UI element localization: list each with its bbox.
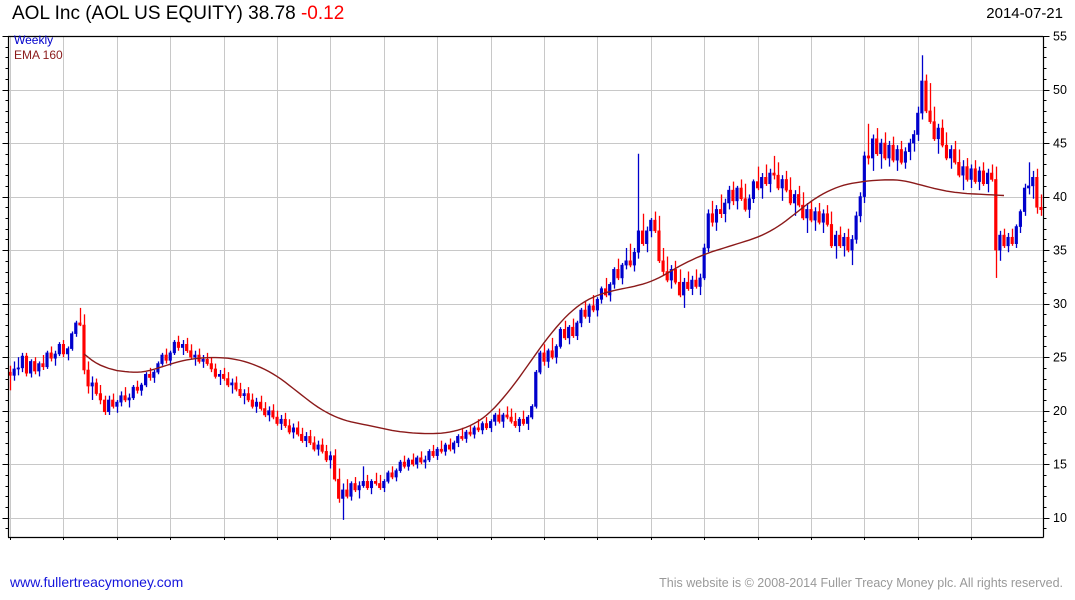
site-url[interactable]: www.fullertreacymoney.com <box>10 574 184 590</box>
instrument-name: AOL Inc (AOL US EQUITY) <box>12 3 243 24</box>
y-axis-tick-label: 10 <box>1053 511 1067 525</box>
y-axis-tick-label: 30 <box>1053 297 1067 311</box>
chart-header: AOL Inc (AOL US EQUITY) 38.78 -0.12 2014… <box>0 0 1075 30</box>
y-axis-tick-label: 25 <box>1053 351 1067 365</box>
price-change: -0.12 <box>300 3 345 24</box>
y-axis-tick-label: 45 <box>1053 137 1067 151</box>
chart-plot-area[interactable]: 10 15 20 25 30 35 40 45 50 55 2010AprJulOct2011Apr… <box>0 30 1075 540</box>
y-axis: 10 15 20 25 30 35 40 45 50 55 <box>2 30 1067 529</box>
last-price: 38.78 <box>248 3 296 24</box>
chart-axes <box>7 35 1045 539</box>
legend-ema-overlay: EMA 160 <box>14 48 63 62</box>
page-title: AOL Inc (AOL US EQUITY) 38.78 -0.12 <box>12 3 344 25</box>
y-axis-tick-label: 40 <box>1053 190 1067 204</box>
chart-legend: Weekly EMA 160 <box>14 33 63 63</box>
y-axis-tick-label: 15 <box>1053 458 1067 472</box>
ema-overlay-line <box>83 179 1005 435</box>
grid-lines <box>8 36 1043 537</box>
chart-footer: www.fullertreacymoney.com This website i… <box>0 572 1075 600</box>
y-axis-tick-label: 35 <box>1053 244 1067 258</box>
legend-interval: Weekly <box>14 33 54 47</box>
x-axis: 2010AprJulOct2011AprJulOct2012AprJulOct2… <box>10 537 972 540</box>
copyright-notice: This website is © 2008-2014 Fuller Treac… <box>659 576 1063 590</box>
as-of-date: 2014-07-21 <box>986 5 1063 22</box>
candlestick-series <box>8 55 1043 520</box>
y-axis-tick-label: 20 <box>1053 404 1067 418</box>
y-axis-tick-label: 50 <box>1053 83 1067 97</box>
y-axis-tick-label: 55 <box>1053 30 1067 44</box>
price-chart-svg[interactable]: 10 15 20 25 30 35 40 45 50 55 2010AprJulOct2011Apr… <box>0 30 1075 540</box>
